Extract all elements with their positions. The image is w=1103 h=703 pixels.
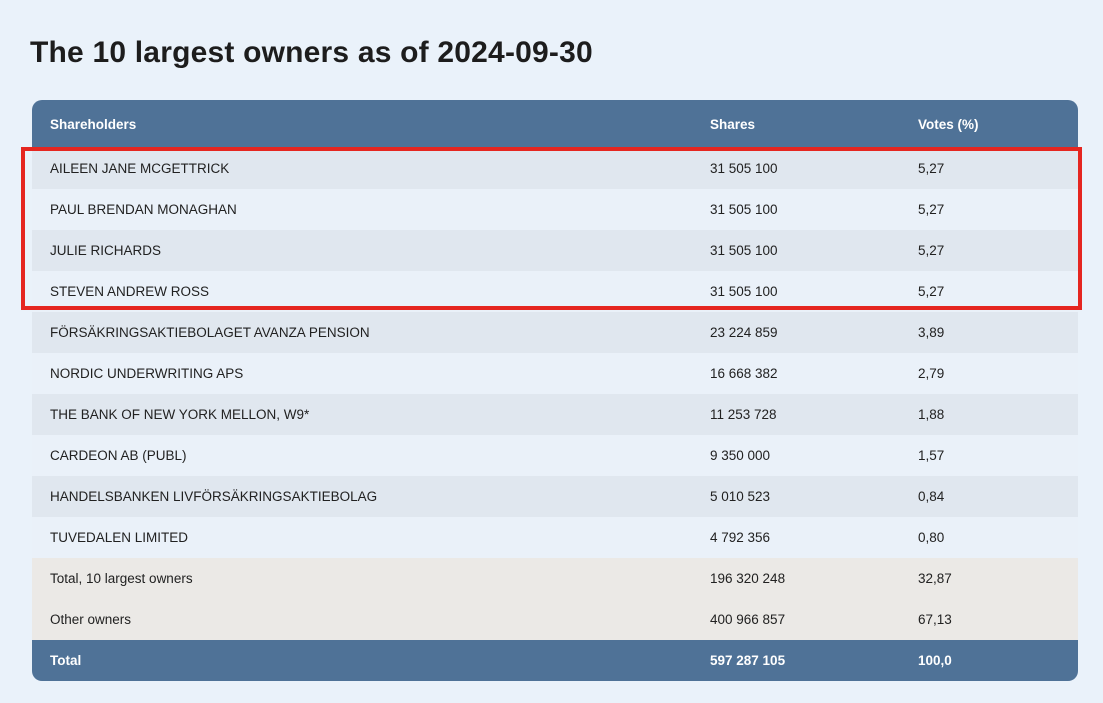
- column-header-votes: Votes (%): [918, 117, 1078, 132]
- shares-value: 196 320 248: [710, 571, 918, 586]
- votes-value: 5,27: [918, 161, 1078, 176]
- shares-value: 4 792 356: [710, 530, 918, 545]
- table-row: HANDELSBANKEN LIVFÖRSÄKRINGSAKTIEBOLAG5 …: [32, 476, 1078, 517]
- shareholder-name: HANDELSBANKEN LIVFÖRSÄKRINGSAKTIEBOLAG: [32, 489, 710, 504]
- shares-value: 31 505 100: [710, 284, 918, 299]
- shareholder-name: FÖRSÄKRINGSAKTIEBOLAGET AVANZA PENSION: [32, 325, 710, 340]
- shareholder-name: PAUL BRENDAN MONAGHAN: [32, 202, 710, 217]
- total-votes-value: 100,0: [918, 653, 1078, 668]
- table-row: NORDIC UNDERWRITING APS16 668 3822,79: [32, 353, 1078, 394]
- total-shares-value: 597 287 105: [710, 653, 918, 668]
- shareholder-name: Other owners: [32, 612, 710, 627]
- table-row: JULIE RICHARDS31 505 1005,27: [32, 230, 1078, 271]
- votes-value: 5,27: [918, 202, 1078, 217]
- shareholder-name: AILEEN JANE MCGETTRICK: [32, 161, 710, 176]
- votes-value: 0,84: [918, 489, 1078, 504]
- table-row: Other owners400 966 85767,13: [32, 599, 1078, 640]
- shareholder-name: STEVEN ANDREW ROSS: [32, 284, 710, 299]
- table-header-row: Shareholders Shares Votes (%): [32, 100, 1078, 148]
- shares-value: 400 966 857: [710, 612, 918, 627]
- shares-value: 31 505 100: [710, 202, 918, 217]
- shares-value: 23 224 859: [710, 325, 918, 340]
- table-row: Total, 10 largest owners196 320 24832,87: [32, 558, 1078, 599]
- shareholder-name: CARDEON AB (PUBL): [32, 448, 710, 463]
- table-summary: Total, 10 largest owners196 320 24832,87…: [32, 558, 1078, 640]
- table-body: AILEEN JANE MCGETTRICK31 505 1005,27PAUL…: [32, 148, 1078, 558]
- votes-value: 32,87: [918, 571, 1078, 586]
- shareholder-name: THE BANK OF NEW YORK MELLON, W9*: [32, 407, 710, 422]
- shareholder-name: TUVEDALEN LIMITED: [32, 530, 710, 545]
- total-label: Total: [32, 653, 710, 668]
- votes-value: 5,27: [918, 284, 1078, 299]
- table-row: THE BANK OF NEW YORK MELLON, W9*11 253 7…: [32, 394, 1078, 435]
- votes-value: 5,27: [918, 243, 1078, 258]
- shares-value: 16 668 382: [710, 366, 918, 381]
- table-row: CARDEON AB (PUBL)9 350 0001,57: [32, 435, 1078, 476]
- votes-value: 2,79: [918, 366, 1078, 381]
- votes-value: 1,88: [918, 407, 1078, 422]
- votes-value: 0,80: [918, 530, 1078, 545]
- shares-value: 11 253 728: [710, 407, 918, 422]
- shares-value: 31 505 100: [710, 161, 918, 176]
- votes-value: 3,89: [918, 325, 1078, 340]
- column-header-shares: Shares: [710, 117, 918, 132]
- column-header-shareholders: Shareholders: [32, 117, 710, 132]
- table-row: FÖRSÄKRINGSAKTIEBOLAGET AVANZA PENSION23…: [32, 312, 1078, 353]
- shareholder-name: Total, 10 largest owners: [32, 571, 710, 586]
- table-row: PAUL BRENDAN MONAGHAN31 505 1005,27: [32, 189, 1078, 230]
- shareholder-name: JULIE RICHARDS: [32, 243, 710, 258]
- shareholder-name: NORDIC UNDERWRITING APS: [32, 366, 710, 381]
- table-row: AILEEN JANE MCGETTRICK31 505 1005,27: [32, 148, 1078, 189]
- shares-value: 9 350 000: [710, 448, 918, 463]
- shares-value: 5 010 523: [710, 489, 918, 504]
- table-total-row: Total 597 287 105 100,0: [32, 640, 1078, 681]
- votes-value: 1,57: [918, 448, 1078, 463]
- votes-value: 67,13: [918, 612, 1078, 627]
- table-row: STEVEN ANDREW ROSS31 505 1005,27: [32, 271, 1078, 312]
- page-title: The 10 largest owners as of 2024-09-30: [30, 36, 593, 70]
- table-row: TUVEDALEN LIMITED4 792 3560,80: [32, 517, 1078, 558]
- owners-table: Shareholders Shares Votes (%) AILEEN JAN…: [32, 100, 1078, 681]
- shares-value: 31 505 100: [710, 243, 918, 258]
